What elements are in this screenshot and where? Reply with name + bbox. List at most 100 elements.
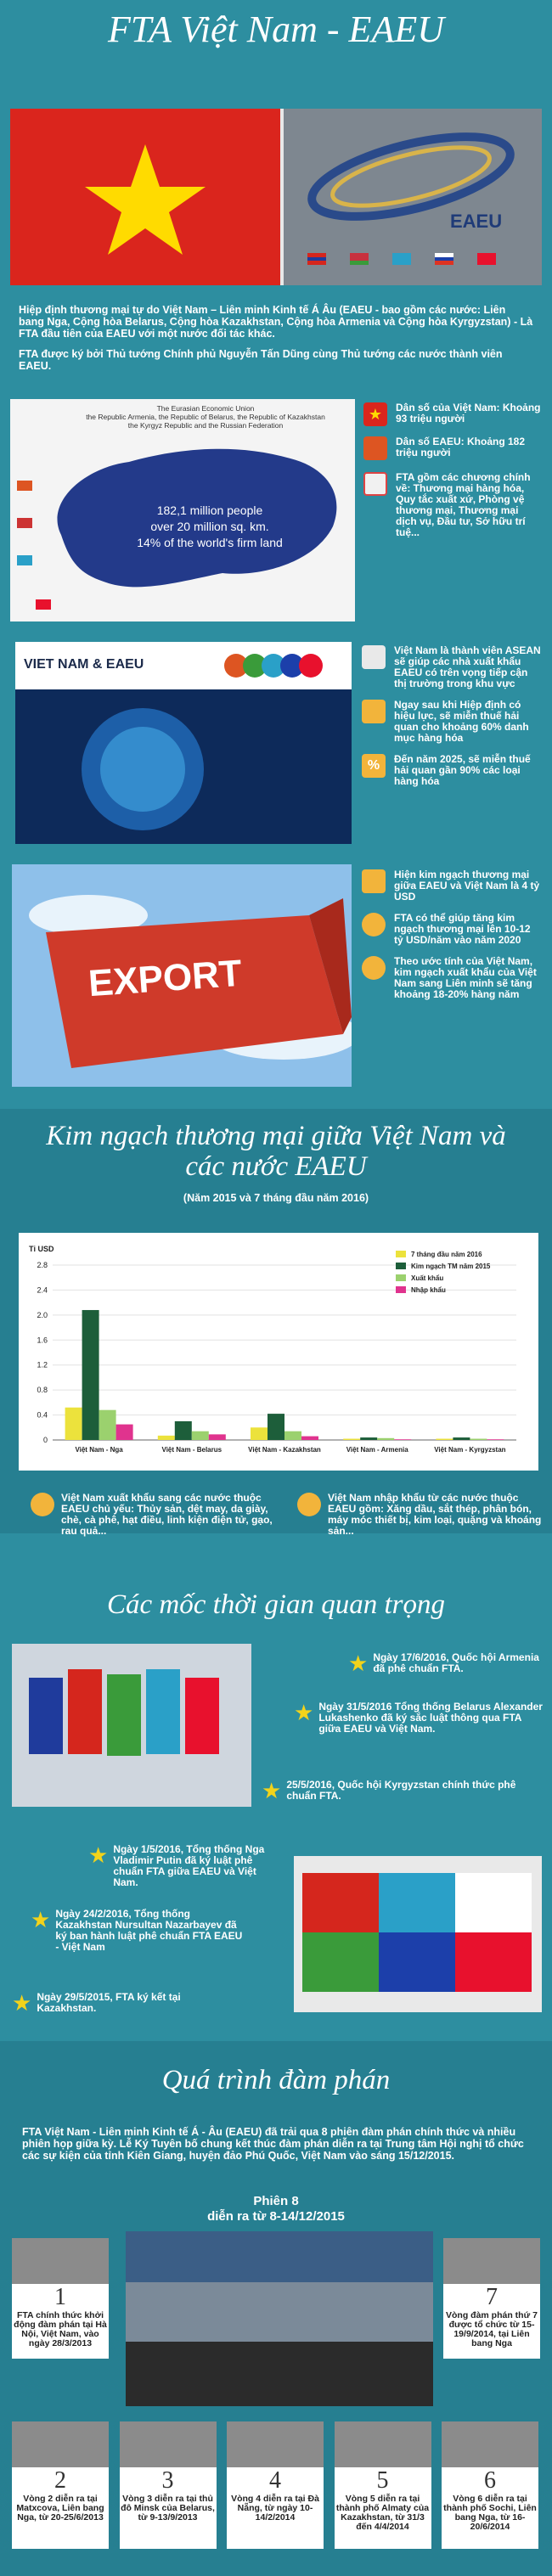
round-photo — [334, 2421, 431, 2467]
round-text: Vòng 3 diễn ra tại thủ đô Minsk của Bela… — [121, 2494, 215, 2523]
negotiation-title: Quá trình đàm phán — [161, 2065, 391, 2095]
legend-swatch — [396, 1274, 406, 1281]
export-container-image: EXPORT — [12, 864, 360, 1087]
trade-note-export: Việt Nam xuất khẩu sang các nước thuộc E… — [31, 1493, 277, 1537]
chart-bar — [394, 1439, 412, 1440]
milestone-text: Ngày 29/5/2015, FTA ký kết tại Kazakhsta… — [37, 1991, 181, 2014]
vietnam-flag-icon: ★ — [363, 402, 387, 426]
hero-flags: EAEU — [10, 109, 542, 285]
eaeu-flag-icon — [363, 436, 387, 460]
group-photo-graphic — [126, 2231, 433, 2406]
fact-item: ★ Dân số của Việt Nam: Khoảng 93 triệu n… — [363, 402, 542, 426]
flags-graphic — [12, 1644, 251, 1807]
legend-label: Nhập khẩu — [411, 1286, 446, 1294]
facts-top: ★ Dân số của Việt Nam: Khoảng 93 triệu n… — [363, 402, 542, 538]
chart-bar — [268, 1414, 284, 1440]
session8-subtitle: diễn ra từ 8-14/12/2015 — [207, 2209, 345, 2224]
legend-label: Xuất khẩu — [411, 1274, 443, 1282]
vietnam-flag — [10, 109, 280, 285]
map-stat-population: 182,1 million people — [156, 503, 263, 517]
puzzle-graphic — [294, 1856, 542, 2012]
chart-bar — [115, 1424, 133, 1440]
fact-item: Việt Nam là thành viên ASEAN sẽ giúp các… — [362, 645, 542, 689]
star-icon: ★ — [88, 1842, 109, 1868]
chart-bar — [453, 1437, 470, 1440]
chart-bar — [65, 1407, 82, 1440]
milestone-item: ★ Ngày 17/6/2016, Quốc hội Armenia đã ph… — [348, 1651, 544, 1676]
facts-mid: Việt Nam là thành viên ASEAN sẽ giúp các… — [362, 645, 542, 787]
round-cards-row: 2 Vòng 2 diễn ra tại Matxcova, Liên bang… — [12, 2421, 538, 2549]
y-tick-label: 2.8 — [37, 1261, 48, 1269]
y-tick-label: 1.2 — [37, 1361, 48, 1370]
chart-bar — [470, 1438, 487, 1440]
percent-icon: % — [362, 754, 386, 778]
fact-text: FTA có thể giúp tăng kim ngạch thương mạ… — [394, 912, 531, 946]
fact-item: Ngay sau khi Hiệp định có hiệu lực, sẽ m… — [362, 700, 542, 744]
trade-note-import: Việt Nam nhập khẩu từ các nước thuộc EAE… — [297, 1493, 544, 1537]
milestone-text: Ngày 1/5/2016, Tổng thống Nga Vladimir P… — [113, 1843, 265, 1888]
trade-chart-svg: Tỉ USD 0 0.4 0.8 1.2 1.6 2.0 2.4 2.8 Việt Nam - N… — [29, 1245, 516, 1454]
round-card: 6 Vòng 6 diễn ra tại thành phố Sochi, Li… — [442, 2421, 538, 2549]
session8-photo — [126, 2231, 433, 2406]
fact-text: Đến năm 2025, sẽ miễn thuế hải quan gần … — [394, 753, 531, 787]
y-tick-label: 0.4 — [37, 1411, 48, 1420]
round-number: 2 — [54, 2467, 66, 2494]
milestone-text: 25/5/2016, Quốc hội Kyrgyzstan chính thứ… — [286, 1779, 516, 1802]
star-icon: ★ — [31, 1907, 51, 1932]
x-tick-label: Việt Nam - Kyrgyzstan — [434, 1446, 505, 1454]
x-tick-label: Việt Nam - Armenia — [346, 1446, 408, 1454]
round-card: 7 Vòng đàm phán thứ 7 được tổ chức từ 15… — [443, 2238, 540, 2359]
round-card: 1 FTA chính thức khởi động đàm phán tại … — [12, 2238, 109, 2359]
round-text: Vòng 5 diễn ra tại thành phố Almaty của … — [335, 2494, 430, 2532]
chart-bar — [208, 1434, 226, 1440]
y-tick-label: 0 — [43, 1436, 48, 1444]
milestones-title: Các mốc thời gian quan trọng — [106, 1589, 445, 1620]
fact-text: FTA gồm các chương chính về: Thương mại … — [396, 471, 531, 538]
legend-label: 7 tháng đầu năm 2016 — [411, 1251, 482, 1258]
fact-item: Theo ước tính của Việt Nam, kim ngạch xu… — [362, 956, 542, 1000]
round-card: 2 Vòng 2 diễn ra tại Matxcova, Liên bang… — [12, 2421, 109, 2549]
chart-bar — [251, 1427, 268, 1440]
session8-title: Phiên 8 — [253, 2194, 299, 2208]
round-photo — [12, 2238, 109, 2284]
round-number: 7 — [486, 2284, 498, 2310]
chart-bar — [99, 1409, 116, 1440]
chart-bar — [82, 1309, 99, 1440]
intro-paragraph: Hiệp định thương mại tự do Việt Nam – Li… — [19, 304, 533, 340]
intro-text: Hiệp định thương mại tự do Việt Nam – Li… — [19, 304, 533, 380]
chart-bar — [301, 1436, 318, 1440]
milestone-text: Ngày 31/5/2016 Tổng thống Belarus Alexan… — [318, 1701, 543, 1735]
round-photo — [227, 2421, 324, 2467]
map-stat-land: 14% of the world's firm land — [137, 536, 283, 549]
puzzle-image — [294, 1856, 542, 2012]
money-bag-icon — [362, 956, 386, 980]
y-tick-label: 1.6 — [37, 1336, 48, 1344]
handshake-icon — [362, 645, 386, 669]
fact-text: Theo ước tính của Việt Nam, kim ngạch xu… — [394, 955, 537, 1000]
round-text: Vòng 2 diễn ra tại Matxcova, Liên bang N… — [16, 2494, 104, 2523]
fact-text: Ngay sau khi Hiệp định có hiệu lực, sẽ m… — [394, 699, 529, 744]
round-photo — [119, 2421, 217, 2467]
round-number: 4 — [269, 2467, 281, 2494]
fact-item: % Đến năm 2025, sẽ miễn thuế hải quan gầ… — [362, 754, 542, 787]
trade-title: Kim ngạch thương mại giữa Việt Nam và cá… — [46, 1121, 506, 1182]
round-number: 5 — [376, 2467, 389, 2494]
milestone-text: Ngày 17/6/2016, Quốc hội Armenia đã phê … — [373, 1651, 539, 1674]
container-graphic — [12, 864, 360, 1087]
vn-eaeu-banner: VIET NAM & EAEU — [15, 642, 352, 844]
chart-bar — [360, 1437, 378, 1440]
growth-chart-icon — [362, 869, 386, 893]
map-graphic — [10, 399, 355, 622]
fact-text: Hiện kim ngạch thương mại giữa EAEU và V… — [394, 869, 540, 903]
chart-bar — [157, 1435, 175, 1440]
star-icon: ★ — [348, 1651, 369, 1676]
legend-swatch — [396, 1263, 406, 1269]
x-tick-label: Việt Nam - Kazakhstan — [248, 1446, 321, 1454]
trade-chart: Tỉ USD 0 0.4 0.8 1.2 1.6 2.0 2.4 2.8 Việt Nam - N… — [19, 1233, 538, 1471]
star-icon: ★ — [294, 1700, 314, 1725]
legend-label: Kim ngạch TM năm 2015 — [411, 1263, 491, 1270]
y-tick-label: 2.4 — [37, 1285, 48, 1294]
x-tick-label: Việt Nam - Nga — [75, 1446, 123, 1454]
facts-bottom: Hiện kim ngạch thương mại giữa EAEU và V… — [362, 869, 542, 1000]
round-photo — [443, 2238, 540, 2284]
